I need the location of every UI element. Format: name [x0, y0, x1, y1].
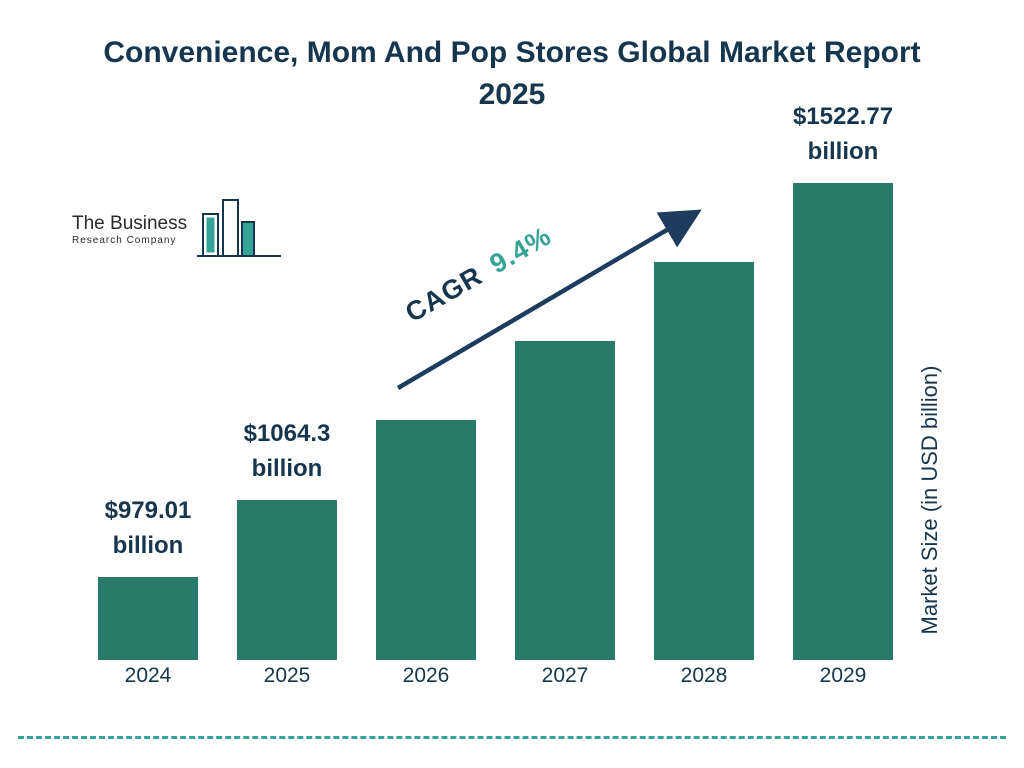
bar-value-line2: billion [112, 532, 184, 560]
bar-chart: $979.01 billion $1064.3 billion $1522.77… [98, 100, 893, 660]
bar-group-2029: $1522.77 billion [793, 100, 893, 660]
bar-value-label: $1064.3 billion [244, 417, 331, 487]
bar-2029 [793, 183, 893, 660]
logo-subname: Research Company [72, 235, 177, 246]
bar-value-line1: $979.01 [104, 497, 192, 525]
bar-group-2027 [515, 341, 615, 660]
logo: The Business Research Company [72, 196, 283, 260]
x-tick-2025: 2025 [263, 664, 311, 687]
bar-value-line1: $1522.77 [792, 103, 894, 131]
bottom-dashed-divider [18, 736, 1006, 739]
x-tick-2028: 2028 [680, 664, 728, 687]
bar-group-2028 [654, 262, 754, 660]
bar-2025 [237, 500, 337, 660]
bar-2026 [376, 420, 476, 660]
bar-chart-logo-icon [197, 199, 282, 257]
bar-value-label: $979.01 billion [105, 494, 192, 564]
logo-text: The Business Research Company [72, 213, 188, 260]
x-tick-2029: 2029 [819, 664, 867, 687]
bar-value-label: $1522.77 billion [793, 100, 893, 170]
logo-name: The Business [72, 213, 188, 235]
page-title: Convenience, Mom And Pop Stores Global M… [103, 36, 921, 111]
bar-value-line2: billion [251, 455, 323, 483]
y-axis-label: Market Size (in USD billion) [917, 365, 942, 635]
x-tick-2024: 2024 [124, 664, 172, 687]
bar-value-line2: billion [807, 138, 879, 166]
bar-group-2025: $1064.3 billion [237, 417, 337, 660]
bar-group-2024: $979.01 billion [98, 494, 198, 660]
x-tick-2026: 2026 [402, 664, 450, 687]
bar-2028 [654, 262, 754, 660]
x-tick-2027: 2027 [541, 664, 589, 687]
bar-2027 [515, 341, 615, 660]
bar-group-2026 [376, 420, 476, 660]
bar-2024 [98, 577, 198, 660]
x-axis-labels: 2024 2025 2026 2027 2028 2029 [98, 664, 893, 688]
bar-value-line1: $1064.3 [243, 420, 331, 448]
